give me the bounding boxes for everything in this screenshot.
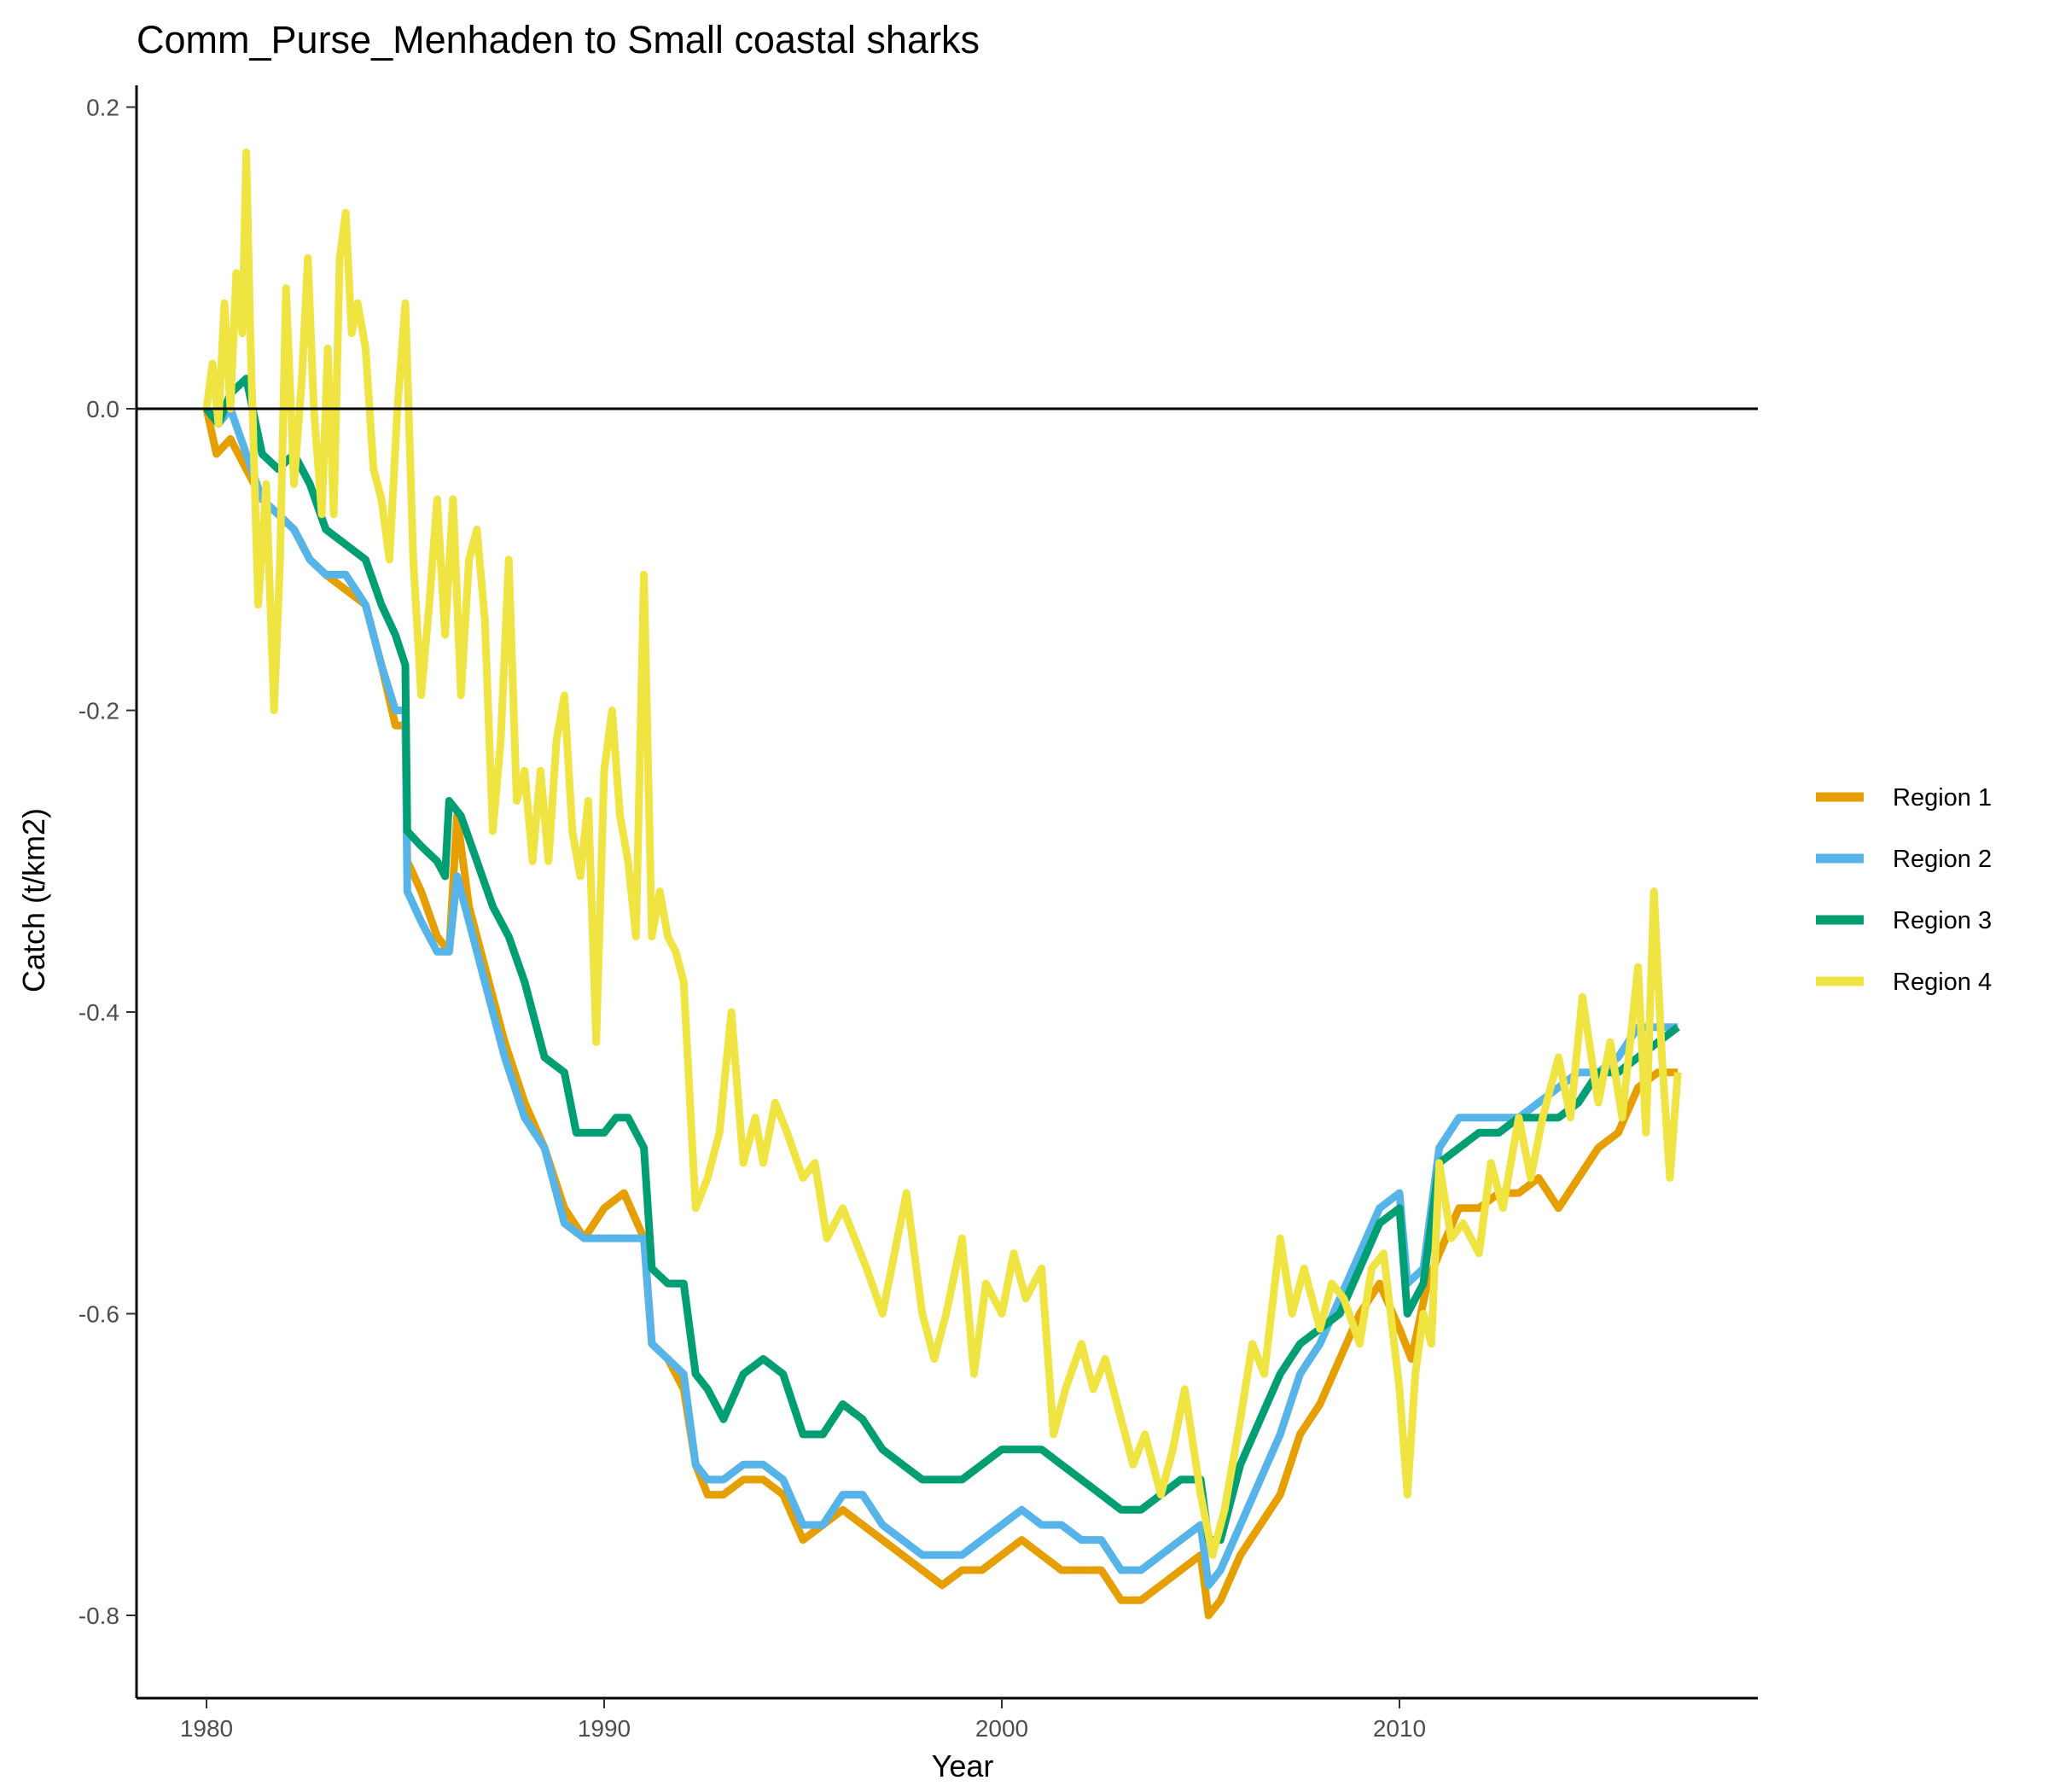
chart-title: Comm_Purse_Menhaden to Small coastal sha…: [137, 18, 980, 61]
x-tick-label: 2000: [975, 1715, 1028, 1742]
x-tick-label: 1980: [180, 1715, 233, 1742]
x-axis-ticks: 1980 1990 2000 2010: [180, 1698, 1426, 1742]
series-line-region-3: [203, 375, 1680, 1545]
plot-area: 1980 1990 2000 2010 0.2 0.0 -0.2 -0.4 -0.6 -0.8: [79, 85, 1758, 1742]
x-axis-title: Year: [932, 1748, 994, 1783]
legend: Region 1 Region 2 Region 3 Region 4: [1816, 784, 1992, 996]
y-tick-label: 0.2: [86, 95, 119, 121]
legend-label-region-2: Region 2: [1893, 846, 1992, 873]
y-tick-label: -0.2: [79, 698, 119, 724]
y-tick-label: -0.8: [79, 1603, 119, 1629]
legend-label-region-1: Region 1: [1893, 784, 1992, 812]
series-layer: [202, 148, 1682, 1620]
y-tick-label: -0.4: [79, 999, 119, 1026]
y-tick-label: 0.0: [86, 396, 119, 422]
y-axis-title: Catch (t/km2): [16, 808, 51, 992]
y-axis-ticks: 0.2 0.0 -0.2 -0.4 -0.6 -0.8: [79, 95, 137, 1629]
series-line-region-4: [202, 148, 1682, 1559]
y-tick-label: -0.6: [79, 1301, 119, 1328]
legend-label-region-4: Region 4: [1893, 969, 1992, 996]
x-tick-label: 1990: [578, 1715, 631, 1742]
x-tick-label: 2010: [1373, 1715, 1426, 1742]
legend-label-region-3: Region 3: [1893, 907, 1992, 934]
